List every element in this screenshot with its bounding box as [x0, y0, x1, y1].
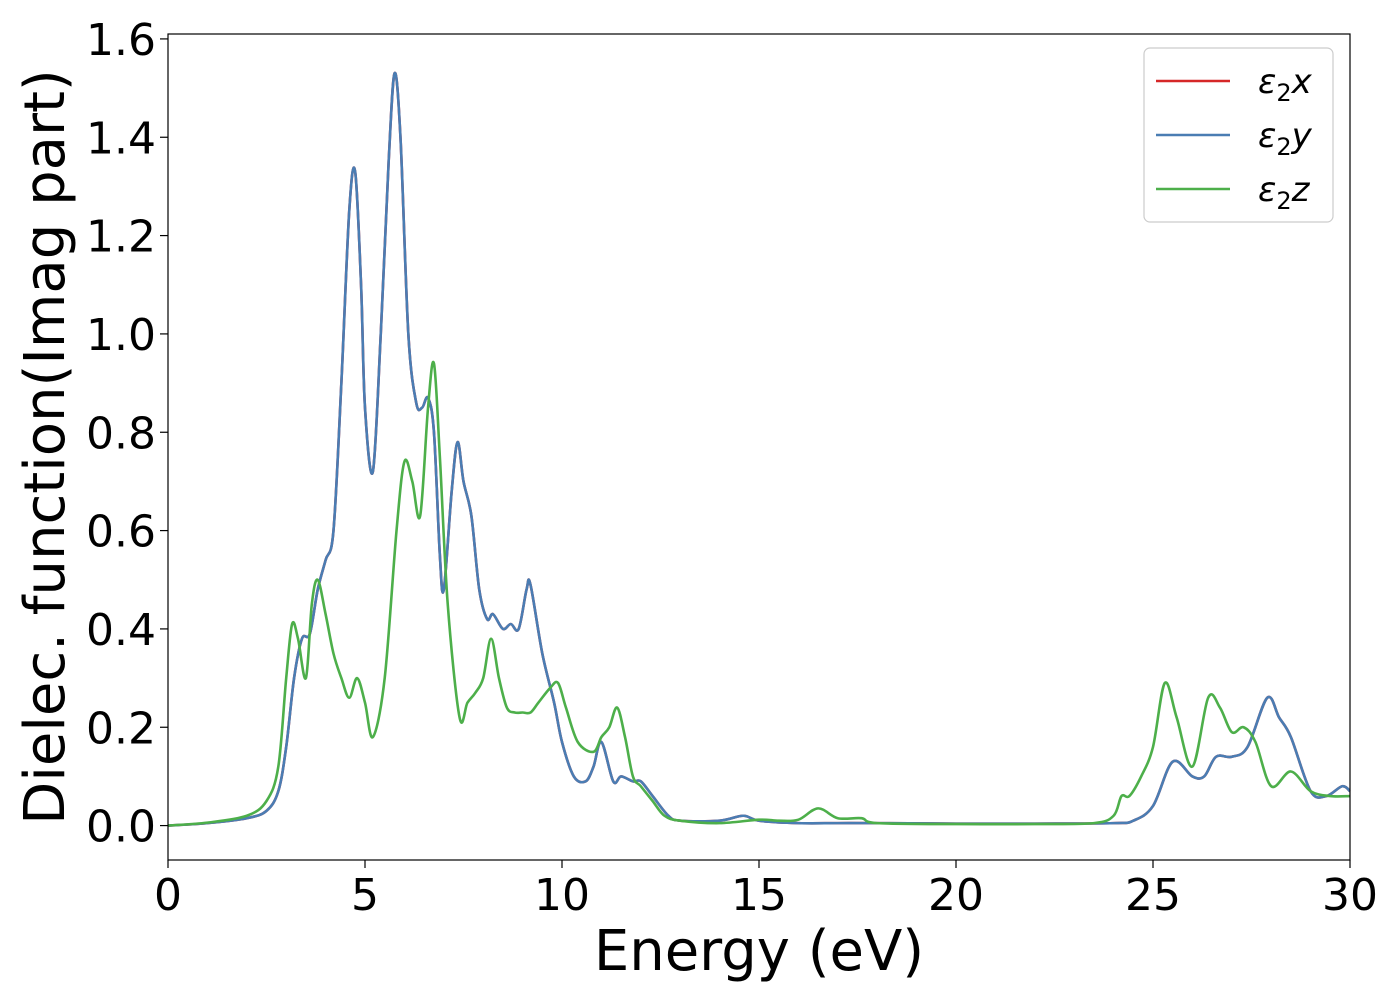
x-tick-label: 20 — [928, 870, 984, 921]
y-tick-label: 1.2 — [86, 212, 156, 263]
y-axis-label: Dielec. function(Imag part) — [13, 69, 78, 825]
legend-label: ε2z — [1258, 170, 1311, 215]
y-tick-label: 0.4 — [86, 605, 156, 656]
series-line-z — [167, 360, 1351, 827]
x-tick-label: 25 — [1125, 870, 1181, 921]
x-axis-label: Energy (eV) — [594, 919, 924, 984]
series-line-y — [167, 71, 1351, 827]
legend-axis: x — [1291, 62, 1313, 102]
x-axis: 0 5 10 15 20 25 30 — [154, 860, 1378, 921]
legend-subscript: 2 — [1276, 79, 1291, 107]
legend-axis: z — [1291, 170, 1311, 210]
y-tick-label: 0.0 — [86, 802, 156, 853]
y-tick-label: 0.2 — [86, 703, 156, 754]
legend-symbol: ε — [1258, 62, 1276, 102]
legend-subscript: 2 — [1276, 187, 1291, 215]
legend-symbol: ε — [1258, 116, 1276, 156]
legend-label: ε2y — [1258, 116, 1313, 161]
y-tick-label: 0.6 — [86, 507, 156, 558]
legend-box — [1143, 47, 1334, 223]
legend-symbol: ε — [1258, 170, 1276, 210]
x-tick-label: 15 — [731, 870, 787, 921]
legend-axis: y — [1291, 116, 1313, 156]
legend-subscript: 2 — [1276, 133, 1291, 161]
y-tick-label: 1.4 — [86, 113, 156, 164]
y-tick-label: 1.0 — [86, 310, 156, 361]
x-tick-label: 10 — [534, 870, 590, 921]
series-layer — [167, 71, 1351, 827]
y-tick-label: 0.8 — [86, 408, 156, 459]
x-tick-label: 30 — [1322, 870, 1378, 921]
y-tick-label: 1.6 — [86, 15, 156, 66]
y-axis: 0.0 0.2 0.4 0.6 0.8 1.0 1.2 1.4 1.6 — [86, 15, 168, 853]
x-tick-label: 0 — [154, 870, 182, 921]
x-tick-label: 5 — [351, 870, 379, 921]
legend-label: ε2x — [1258, 62, 1313, 107]
